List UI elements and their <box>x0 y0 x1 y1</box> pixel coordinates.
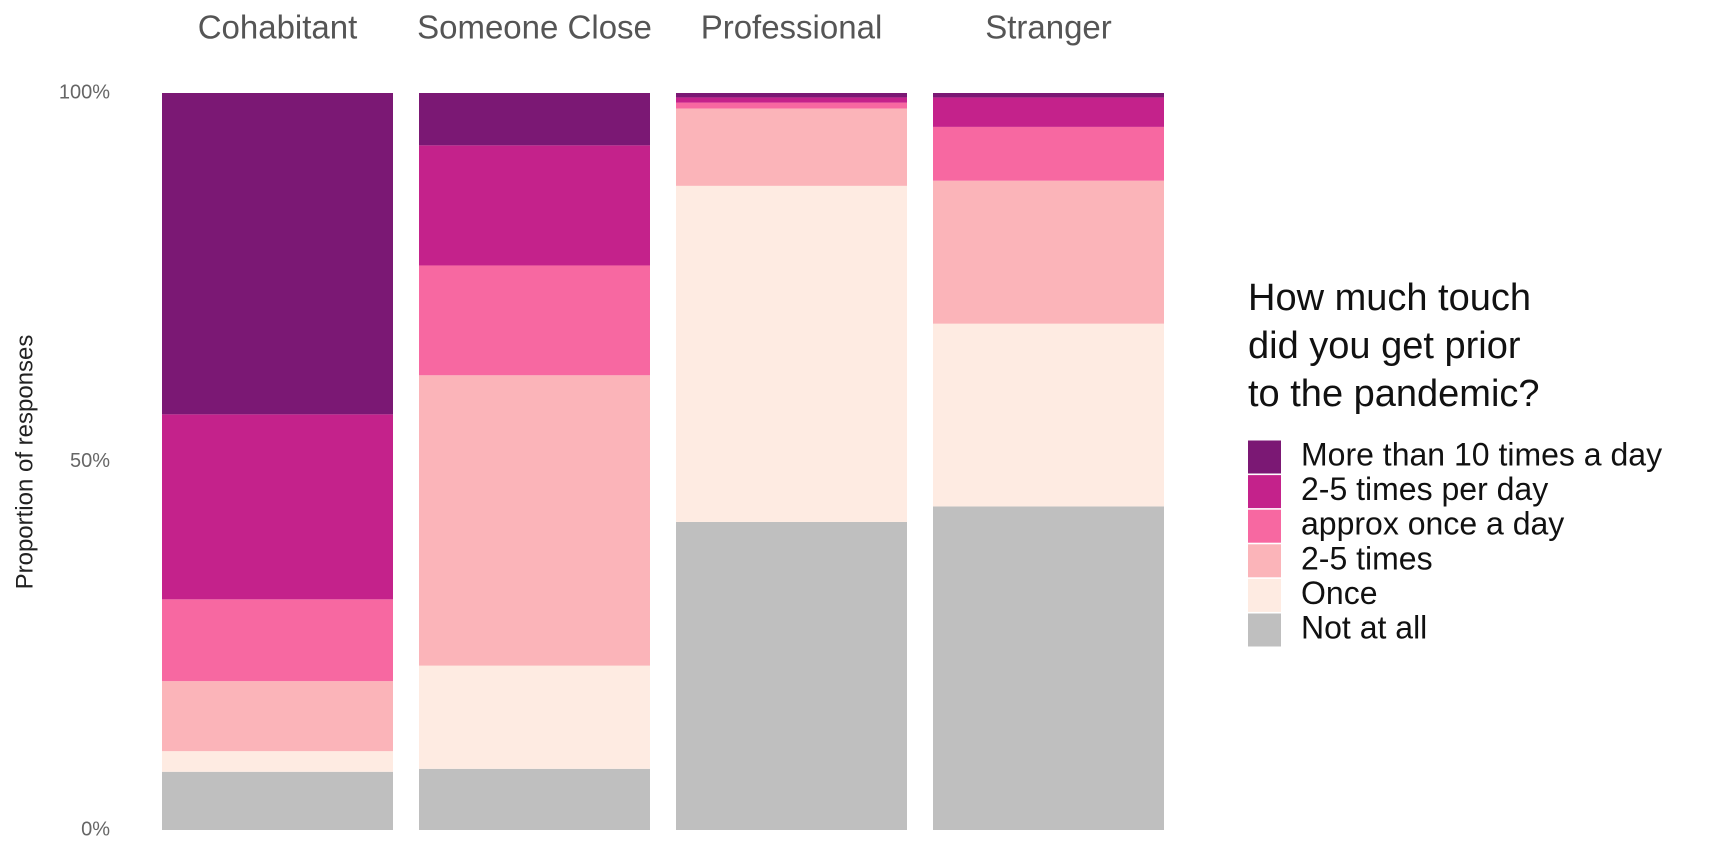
bar-segment <box>419 375 650 666</box>
bar-segment <box>933 180 1164 324</box>
bar-segment <box>676 93 907 98</box>
bar-segment <box>933 506 1164 830</box>
legend-title: How much touch <box>1248 277 1531 319</box>
bar-segment <box>676 97 907 103</box>
bar-segment <box>676 185 907 522</box>
bar-segment <box>162 681 393 752</box>
y-tick-label: 0% <box>81 818 110 840</box>
legend-title: did you get prior <box>1248 325 1521 367</box>
bar-segment <box>933 93 1164 98</box>
legend-label: 2-5 times per day <box>1301 471 1548 507</box>
bar-segment <box>676 108 907 186</box>
y-tick-label: 50% <box>70 450 110 472</box>
facet-title: Cohabitant <box>198 9 358 46</box>
legend-title: to the pandemic? <box>1248 373 1540 415</box>
legend-key <box>1248 613 1281 647</box>
legend-label: More than 10 times a day <box>1301 436 1662 472</box>
facet-title: Stranger <box>985 9 1112 46</box>
facet-title: Professional <box>701 9 883 46</box>
legend-label: 2-5 times <box>1301 540 1433 576</box>
bar-segment <box>162 93 393 415</box>
bar-segment <box>162 414 393 600</box>
legend-key <box>1248 544 1281 578</box>
legend-key <box>1248 509 1281 543</box>
bar-segment <box>676 521 907 830</box>
bar-segment <box>419 145 650 266</box>
y-axis-label: Proportion of responses <box>11 335 38 590</box>
legend-key <box>1248 578 1281 612</box>
y-tick-label: 100% <box>59 81 110 103</box>
bar-segment <box>162 599 393 682</box>
legend-label: Once <box>1301 575 1377 611</box>
bar-segment <box>419 265 650 376</box>
legend-key <box>1248 475 1281 509</box>
legend-label: Not at all <box>1301 609 1427 645</box>
legend-key <box>1248 440 1281 474</box>
facet-title: Someone Close <box>417 9 652 46</box>
legend-label: approx once a day <box>1301 506 1564 542</box>
bar-segment <box>933 323 1164 507</box>
bar-segment <box>933 97 1164 127</box>
bar-segment <box>162 751 393 772</box>
bar-segment <box>419 665 650 769</box>
bar-segment <box>419 768 650 830</box>
bar-segment <box>419 93 650 146</box>
bar-segment <box>933 126 1164 181</box>
bar-segment <box>676 102 907 109</box>
bar-segment <box>162 771 393 830</box>
